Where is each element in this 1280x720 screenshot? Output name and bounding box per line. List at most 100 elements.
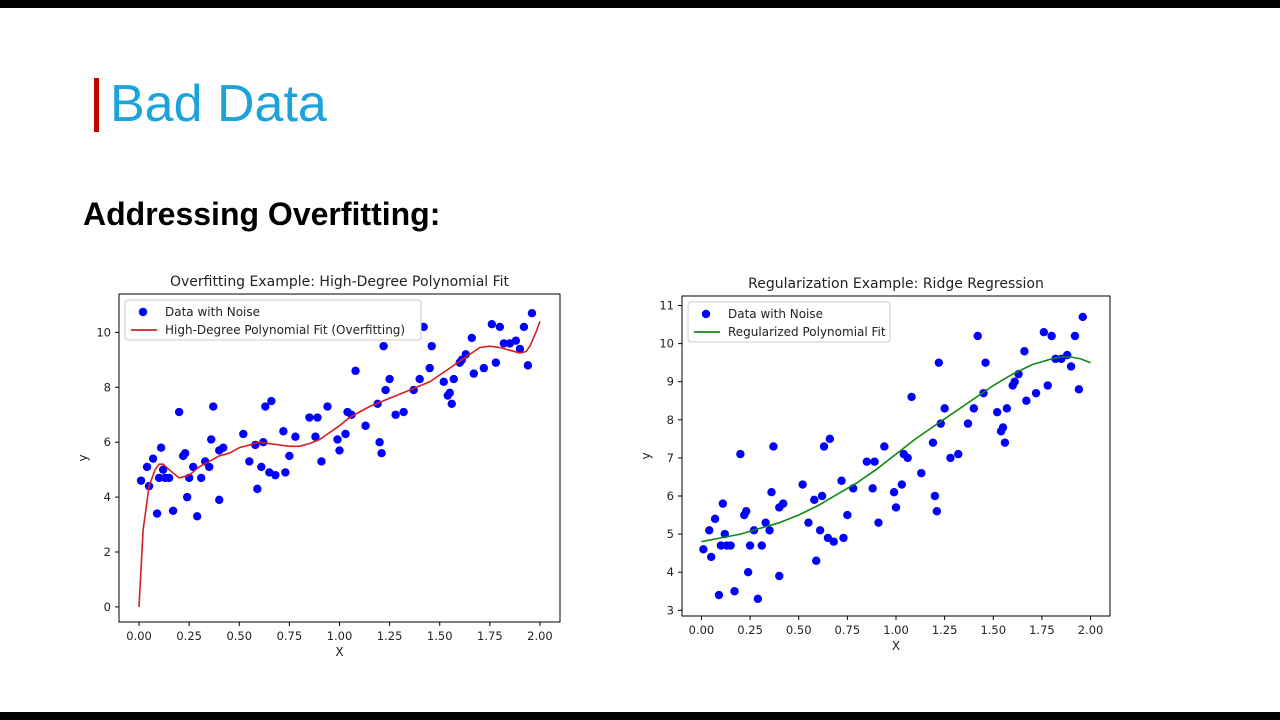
ridge-data-point [1031,388,1041,398]
overfit-ytick-label: 4 [104,490,111,504]
ridge-ytick-label: 8 [667,413,674,427]
overfit-legend-marker [138,307,148,317]
ridge-data-point [1043,381,1052,390]
overfit-data-point [245,457,254,466]
ridge-legend-label: Regularized Polynomial Fit [728,325,886,339]
overfit-data-point [205,462,214,472]
ridge-data-point [742,507,751,516]
ridge-regression-chart: Regularization Example: Ridge Regression… [639,276,1111,653]
ridge-xtick-label: 2.00 [1078,623,1104,637]
ridge-data-point [769,442,778,451]
overfit-data-point [239,429,248,439]
ridge-data-point [815,526,825,535]
overfit-data-point [182,492,192,502]
overfit-data-point [158,465,168,474]
ridge-data-point [1047,331,1056,341]
ridge-data-point [726,541,735,550]
overfit-data-point [261,402,270,411]
overfit-data-point [168,506,178,516]
ridge-data-point [714,590,724,600]
ridge-data-point [716,541,726,550]
overfitting-chart: Overfitting Example: High-Degree Polynom… [76,274,561,659]
overfit-data-point [427,341,436,351]
ridge-data-point [736,449,745,459]
ridge-data-point [868,484,877,493]
ridge-title: Regularization Example: Ridge Regression [748,276,1044,292]
overfit-data-point [281,468,290,477]
overfit-ylabel: y [76,454,90,461]
overfit-data-point [379,341,388,351]
ridge-data-point [757,541,766,550]
overfit-data-point [385,374,394,384]
overfit-data-point [375,438,384,447]
ridge-data-point [761,518,770,527]
ridge-fit-line [701,356,1091,543]
ridge-data-point [843,510,852,520]
overfit-data-point [285,451,294,461]
overfit-xtick-label: 0.75 [277,629,303,643]
ridge-data-point [969,404,979,413]
ridge-data-point [837,476,846,485]
ridge-data-point [706,552,716,562]
overfit-data-point [361,421,370,430]
overfit-xtick-label: 0.50 [226,629,252,643]
overfit-xlabel: X [335,645,343,659]
overfit-data-point [209,402,218,411]
ridge-data-point [1039,327,1049,337]
ridge-ytick-label: 11 [659,299,674,313]
overfit-data-point [333,435,342,444]
overfit-data-point [192,512,202,521]
ridge-data-point [903,453,912,463]
ridge-data-point [765,526,774,535]
overfit-data-point [323,402,332,411]
overfit-data-point [156,443,166,452]
ridge-data-point [870,457,879,466]
overfit-data-point [253,484,262,494]
overfit-data-point [511,336,521,345]
ridge-ytick-label: 6 [667,489,674,503]
ridge-data-point [710,514,720,524]
ridge-data-point [743,567,753,577]
ridge-xlabel: X [892,639,900,653]
overfit-data-point [174,407,184,417]
ridge-legend-label: Data with Noise [728,307,823,321]
ridge-data-point [812,556,821,565]
ridge-data-point [928,438,938,447]
overfit-data-point [447,399,456,408]
ridge-data-point [775,571,784,581]
ridge-plot-frame [681,295,1111,617]
ridge-data-point [954,449,963,459]
overfit-fit-line [138,321,541,607]
ridge-data-point [730,587,739,596]
ridge-ytick-label: 10 [659,337,674,351]
ridge-data-point [1078,312,1087,322]
overfit-data-point [491,358,501,367]
ridge-ytick-label: 4 [667,565,674,579]
overfit-ytick-label: 0 [104,600,111,614]
slide-title: Bad Data [110,75,327,133]
ridge-data-point [963,419,973,428]
ridge-xtick-label: 0.75 [835,623,861,637]
overfit-data-point [479,363,489,373]
overfit-data-point [148,454,158,463]
ridge-ylabel: y [639,452,653,459]
overfit-data-point [445,388,454,398]
overfit-data-point [311,432,320,441]
ridge-data-point [998,423,1008,432]
overfit-data-point [136,476,146,485]
ridge-data-point [819,442,829,451]
overfit-ytick-label: 8 [104,380,111,394]
overfit-data-point [495,322,505,332]
overfit-data-point [207,435,216,444]
overfit-data-point [519,322,529,332]
overfit-data-point [305,413,314,422]
overfit-data-point [415,374,424,384]
overfit-ytick-label: 6 [104,435,111,449]
overfit-data-point [527,309,537,318]
overfit-data-point [317,457,326,466]
ridge-xtick-label: 0.00 [689,623,715,637]
ridge-data-point [745,541,755,550]
ridge-data-point [839,533,848,543]
overfit-plot-frame [118,293,561,623]
ridge-data-point [1063,350,1072,360]
